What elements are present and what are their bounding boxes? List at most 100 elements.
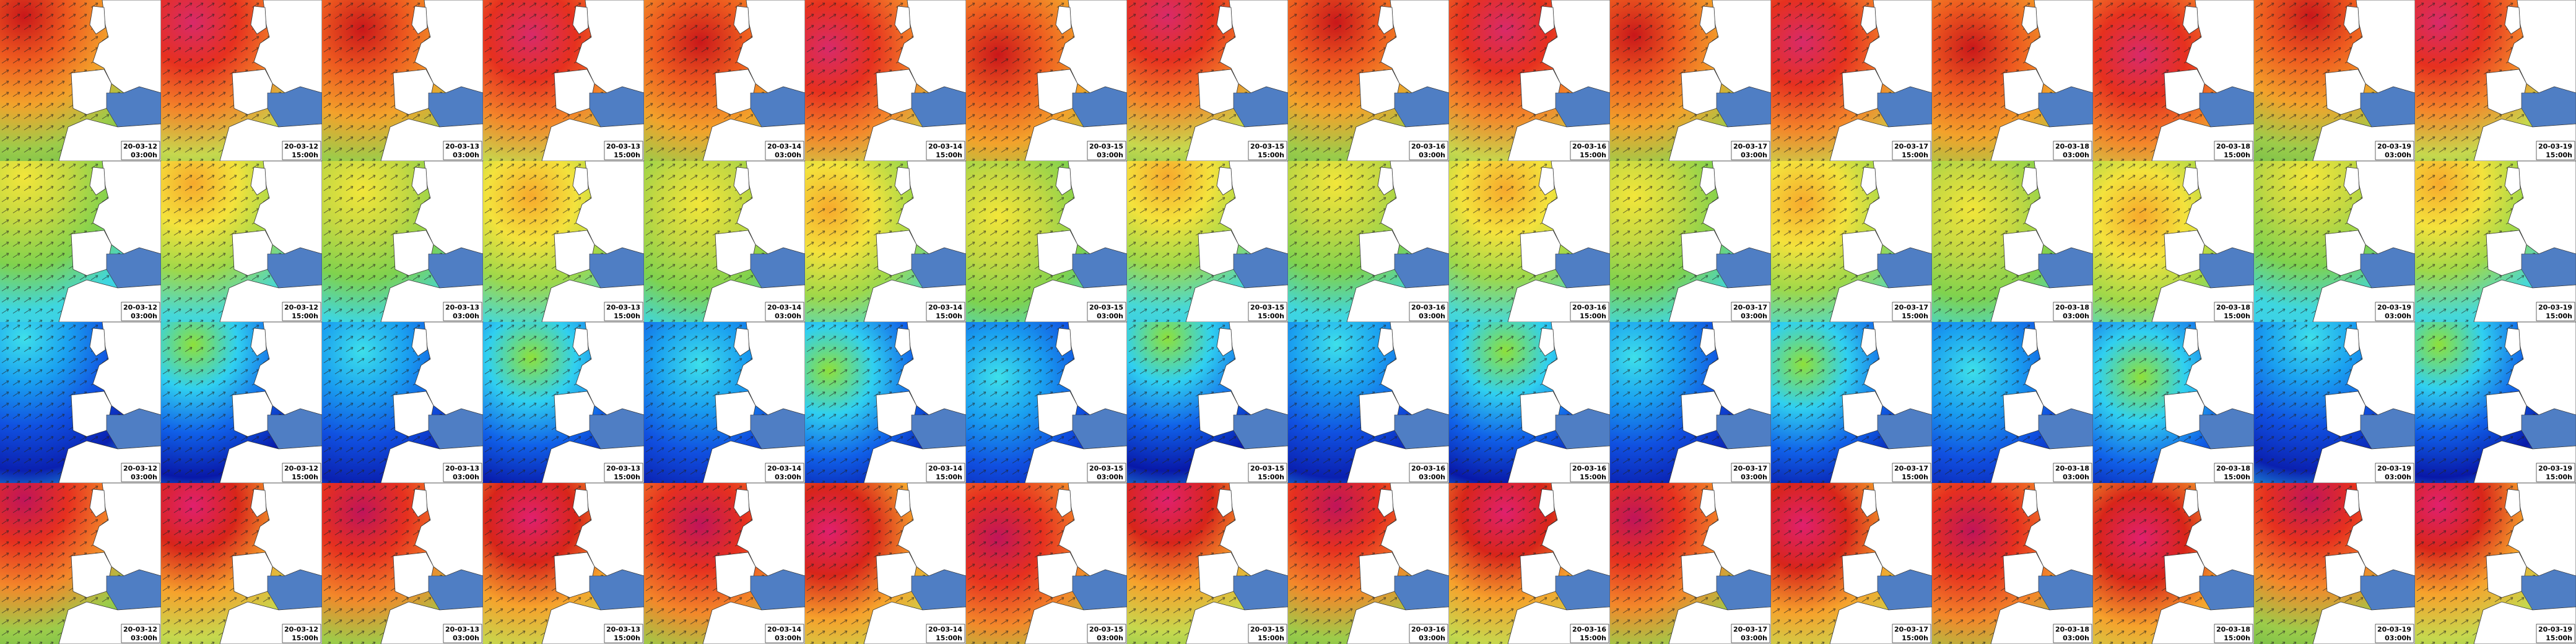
land-iberia xyxy=(1037,230,1078,276)
sea-mediterranean xyxy=(1877,247,1933,289)
label-box xyxy=(1731,302,1770,321)
date-label: 20-03-15 xyxy=(1250,464,1284,472)
date-label: 20-03-14 xyxy=(767,303,801,311)
time-label: 15:00h xyxy=(1902,473,1928,481)
sea-mediterranean xyxy=(1555,86,1611,128)
land-iberia xyxy=(2325,230,2366,276)
land-iberia xyxy=(2003,230,2044,276)
label-box xyxy=(604,624,643,643)
time-label: 15:00h xyxy=(1580,151,1606,159)
land-iberia xyxy=(1359,391,1400,437)
date-label: 20-03-16 xyxy=(1411,303,1445,311)
label-box xyxy=(443,463,482,482)
sea-mediterranean xyxy=(2521,86,2576,128)
date-label: 20-03-13 xyxy=(445,625,479,633)
sea-mediterranean xyxy=(1394,408,1450,450)
land-iberia xyxy=(2003,552,2044,598)
land-britain xyxy=(2021,489,2038,518)
date-label: 20-03-13 xyxy=(445,464,479,472)
date-label: 20-03-18 xyxy=(2216,464,2250,472)
date-label: 20-03-19 xyxy=(2377,303,2411,311)
land-iberia xyxy=(1520,552,1561,598)
sea-mediterranean xyxy=(2038,569,2094,611)
sea-mediterranean xyxy=(106,408,162,450)
sea-mediterranean xyxy=(1072,247,1128,289)
label-box xyxy=(2214,302,2253,321)
land-britain xyxy=(89,167,106,196)
sea-mediterranean xyxy=(2360,408,2416,450)
land-iberia xyxy=(393,552,434,598)
label-box xyxy=(2053,624,2092,643)
land-britain xyxy=(2343,6,2360,35)
sea-mediterranean xyxy=(267,86,323,128)
time-label: 15:00h xyxy=(2546,151,2572,159)
label-box xyxy=(1087,141,1126,160)
time-label: 03:00h xyxy=(131,634,157,642)
date-label: 20-03-19 xyxy=(2538,625,2572,633)
label-box xyxy=(1570,141,1609,160)
land-britain xyxy=(1699,167,1716,196)
label-box xyxy=(1892,624,1931,643)
land-iberia xyxy=(1037,69,1078,115)
label-box xyxy=(2214,141,2253,160)
sea-mediterranean xyxy=(267,408,323,450)
land-iberia xyxy=(1842,69,1883,115)
label-box xyxy=(1409,302,1448,321)
time-label: 15:00h xyxy=(1902,151,1928,159)
sea-mediterranean xyxy=(1233,86,1289,128)
label-box xyxy=(2053,302,2092,321)
land-britain xyxy=(2021,167,2038,196)
sea-mediterranean xyxy=(589,569,645,611)
land-iberia xyxy=(2164,69,2205,115)
land-britain xyxy=(2504,167,2521,196)
label-box xyxy=(1570,463,1609,482)
label-box xyxy=(1731,141,1770,160)
land-iberia xyxy=(876,230,917,276)
land-britain xyxy=(1055,489,1072,518)
time-label: 03:00h xyxy=(775,473,801,481)
time-label: 03:00h xyxy=(2063,473,2089,481)
time-label: 03:00h xyxy=(1097,312,1123,320)
date-label: 20-03-12 xyxy=(284,625,318,633)
time-label: 03:00h xyxy=(2063,151,2089,159)
date-label: 20-03-16 xyxy=(1572,303,1606,311)
time-label: 03:00h xyxy=(1741,473,1767,481)
time-label: 03:00h xyxy=(2063,312,2089,320)
date-label: 20-03-13 xyxy=(445,303,479,311)
sea-mediterranean xyxy=(2199,408,2255,450)
land-britain xyxy=(1377,6,1394,35)
sea-mediterranean xyxy=(1555,247,1611,289)
label-box xyxy=(765,302,804,321)
sea-mediterranean xyxy=(1555,569,1611,611)
time-label: 15:00h xyxy=(936,473,962,481)
land-iberia xyxy=(1520,69,1561,115)
land-iberia xyxy=(393,230,434,276)
land-britain xyxy=(89,489,106,518)
time-label: 03:00h xyxy=(2385,151,2411,159)
land-iberia xyxy=(232,69,273,115)
time-label: 15:00h xyxy=(1902,312,1928,320)
sea-mediterranean xyxy=(2199,86,2255,128)
sea-mediterranean xyxy=(1233,247,1289,289)
land-iberia xyxy=(1359,552,1400,598)
sea-mediterranean xyxy=(428,247,484,289)
label-box xyxy=(282,624,321,643)
land-iberia xyxy=(2325,552,2366,598)
time-label: 03:00h xyxy=(1097,634,1123,642)
time-label: 03:00h xyxy=(453,151,479,159)
label-box xyxy=(121,141,160,160)
label-box xyxy=(1570,302,1609,321)
label-box xyxy=(1248,624,1287,643)
time-label: 03:00h xyxy=(775,151,801,159)
sea-mediterranean xyxy=(2360,86,2416,128)
sea-mediterranean xyxy=(1716,408,1772,450)
